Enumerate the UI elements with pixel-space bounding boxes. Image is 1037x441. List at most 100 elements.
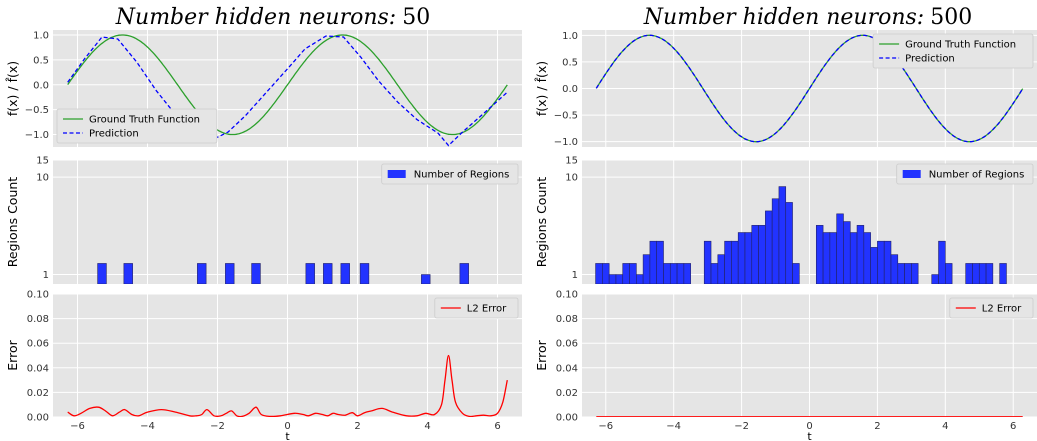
subplot-right-3: 0.00 0.02 0.04 0.06 0.08 0.10 Error −6 −4 −2 0 2 4 6 t…: [534, 290, 1037, 441]
x-tick-label: 2: [354, 421, 360, 432]
y-tick-label: 1.0: [562, 31, 578, 42]
y-tick-label: 0.00: [27, 413, 49, 424]
y-tick-label: 0.10: [27, 290, 49, 301]
series-group: [595, 34, 1024, 143]
region-bar: [904, 263, 912, 284]
y-tick-label: 1: [43, 270, 49, 281]
x-tick-label: 4: [424, 421, 430, 432]
region-bar: [890, 254, 899, 284]
region-bar: [197, 263, 207, 284]
region-bar: [863, 232, 871, 284]
subplot-right-1: −1.0 −0.5 0.0 0.5 1.0 f(x) / f̂(x) Ground Trut…: [534, 30, 1037, 148]
series-group: [67, 34, 508, 147]
region-bar: [938, 240, 946, 284]
region-bar: [945, 263, 953, 284]
x-tick-label: 6: [1010, 421, 1016, 432]
region-bar: [636, 274, 644, 284]
y-tick-label: −1.0: [25, 130, 49, 141]
legend: Ground Truth Function Prediction: [872, 33, 1034, 69]
region-bar: [629, 263, 637, 284]
region-bar: [985, 263, 994, 284]
region-bar: [340, 263, 350, 284]
y-tick-label: 0.04: [556, 363, 578, 374]
region-bar: [225, 263, 235, 284]
region-bar: [724, 240, 732, 284]
region-bar: [771, 198, 780, 284]
region-bar: [849, 232, 858, 284]
region-bar: [778, 186, 787, 284]
region-bar: [972, 263, 980, 284]
region-bar: [897, 263, 905, 284]
region-bar: [459, 263, 469, 284]
panel-left: Number hidden neurons: 50 −1.0 −0.5 0.0 0.5 1.…: [5, 5, 522, 441]
y-tick-label: 0.02: [556, 388, 578, 399]
y-tick-label: 1.0: [33, 30, 49, 41]
region-bar: [751, 225, 759, 284]
y-tick-label: 15: [36, 156, 49, 167]
legend-box: [381, 163, 519, 185]
y-tick-label: 10: [565, 173, 578, 184]
region-bar: [123, 263, 133, 284]
region-bar: [856, 225, 865, 284]
y-tick-label: 1: [572, 270, 578, 281]
region-bar: [595, 263, 603, 284]
x-tick-label: −4: [140, 421, 155, 432]
x-tick-label: −6: [598, 421, 613, 432]
x-axis-label: t: [285, 430, 290, 441]
region-bar: [305, 263, 315, 284]
y-tick-label: 0.5: [33, 55, 49, 66]
panel-title-value: 50: [402, 5, 430, 30]
y-tick-label: −0.5: [554, 111, 578, 122]
x-tick-label: −2: [210, 421, 225, 432]
x-tick-label: −4: [666, 421, 681, 432]
legend-label: Ground Truth Function: [89, 115, 200, 126]
region-bar: [683, 263, 691, 284]
region-bar: [829, 232, 837, 284]
subplot-left-3: 0.00 0.02 0.04 0.06 0.08 0.10 Error −6 −4 −2 0 2 4 6 t…: [5, 290, 522, 441]
region-bar: [323, 263, 333, 284]
x-tick-label: 2: [874, 421, 880, 432]
y-tick-label: 0.08: [27, 314, 49, 325]
panel-right: Number hidden neurons: 500 −1.0 −0.5 0.0 0.5 1…: [534, 5, 1037, 441]
region-bar: [710, 263, 719, 284]
y-tick-label: 0.06: [556, 339, 578, 350]
region-bar: [642, 254, 651, 284]
legend-label: Prediction: [905, 54, 955, 65]
region-bar: [877, 240, 885, 284]
region-bar: [703, 240, 712, 284]
legend: Number of Regions: [381, 163, 519, 185]
series-line-ground-truth-function: [67, 34, 508, 136]
region-bar: [717, 254, 725, 284]
panel-title-value: 500: [930, 5, 972, 30]
legend-label: Ground Truth Function: [905, 40, 1016, 51]
region-bar: [649, 240, 658, 284]
y-tick-label: 15: [565, 156, 578, 167]
legend-label: L2 Error: [467, 304, 507, 315]
legend-label: Number of Regions: [929, 170, 1025, 181]
x-tick-label: −2: [734, 421, 749, 432]
series-group: [67, 354, 508, 417]
legend-box: [949, 297, 1034, 319]
region-bar: [676, 263, 685, 284]
y-tick-label: 10: [36, 173, 49, 184]
y-tick-label: 0.04: [27, 363, 49, 374]
region-bar: [421, 274, 431, 284]
legend-label: Number of Regions: [414, 170, 510, 181]
region-bar: [765, 210, 773, 284]
series-line-l2-error: [67, 354, 508, 417]
legend: Number of Regions: [896, 163, 1034, 185]
region-bar: [999, 263, 1007, 284]
y-axis-label: Error: [534, 339, 549, 370]
region-bar: [97, 263, 107, 284]
y-tick-label: 0.0: [33, 80, 49, 91]
y-axis-label: Error: [5, 339, 20, 370]
x-tick-label: 6: [494, 421, 500, 432]
legend: Ground Truth Function Prediction: [56, 108, 218, 144]
region-bar: [965, 263, 973, 284]
region-bar: [870, 247, 878, 284]
region-bar: [615, 274, 624, 284]
y-tick-label: −1.0: [554, 137, 578, 148]
panel-title-prefix: Number hidden neurons:: [643, 5, 924, 30]
y-axis-label: f(x) / f̂(x): [534, 61, 549, 116]
